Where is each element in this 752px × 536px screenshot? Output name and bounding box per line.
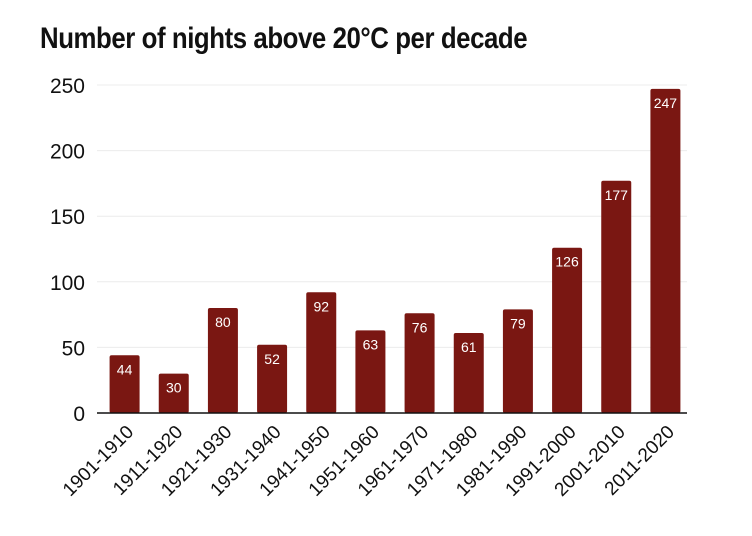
bar [404,313,435,413]
bar-value-label: 79 [510,315,526,331]
bar [207,308,238,413]
bar [502,309,533,413]
bar [158,373,189,413]
bar [650,88,681,413]
bar [109,355,140,413]
bar-value-label: 63 [363,336,379,352]
bar-value-label: 80 [215,314,231,330]
y-axis-ticks: 0 50 100 150 200 250 [50,75,85,426]
bar [306,292,337,413]
y-tick-label: 50 [62,337,85,360]
y-tick-label: 250 [50,75,85,98]
bar-value-label: 247 [654,95,678,111]
bars: 44 30 80 52 92 63 76 61 79 126 177 247 [109,88,681,413]
y-tick-label: 100 [50,272,85,295]
x-axis-ticks: 1901-19101911-19201921-19301931-19401941… [59,422,679,501]
bar [453,332,484,413]
chart-title: Number of nights above 20°C per decade [40,22,528,55]
bar-value-label: 126 [555,254,579,270]
y-tick-label: 0 [73,403,85,426]
bar [355,330,386,413]
y-tick-label: 150 [50,206,85,229]
bar [552,247,583,413]
bar-value-label: 92 [313,298,329,314]
y-tick-label: 200 [50,141,85,164]
bar-value-label: 44 [117,361,133,377]
bar-value-label: 30 [166,380,182,396]
bar-value-label: 52 [264,351,280,367]
bar-value-label: 61 [461,339,477,355]
gridlines [97,84,687,348]
bar [601,180,632,413]
bar-value-label: 76 [412,319,428,335]
bar-value-label: 177 [605,187,629,203]
bar [257,344,288,413]
